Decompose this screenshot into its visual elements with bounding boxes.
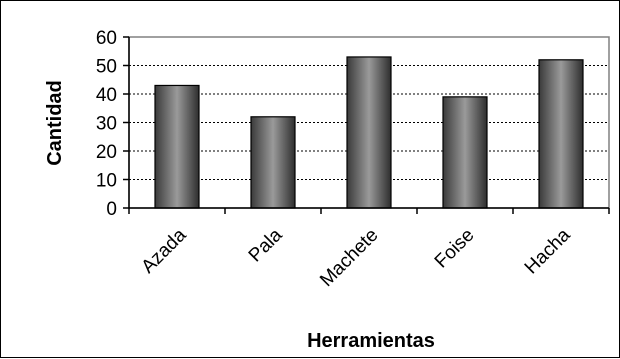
axes [123,36,610,214]
y-tick-label: 40 [96,85,117,106]
x-tick-label: Foise [431,225,479,273]
y-axis-title: Cantidad [44,80,66,166]
bar-hacha [538,59,584,209]
y-tick-label: 60 [96,28,117,49]
x-tick-label: Hacha [521,224,575,278]
x-tick-label: Pala [245,224,287,266]
bar-foise [442,96,488,209]
bar-azada [154,84,200,209]
x-tick-label: Azada [138,224,191,277]
y-tick-label: 0 [106,199,117,220]
x-tick-label: Machete [316,225,382,291]
y-tick-label: 50 [96,57,117,78]
x-tick-labels: Azada Pala Machete Foise Hacha [138,224,575,291]
y-tick-labels: 0 10 20 30 40 50 60 [96,28,117,220]
x-axis-title: Herramientas [307,330,435,352]
bar-pala [250,116,296,209]
y-tick-label: 10 [96,171,117,192]
bars [154,56,584,209]
y-tick-label: 30 [96,114,117,135]
y-tick-label: 20 [96,142,117,163]
bar-machete [346,56,392,209]
